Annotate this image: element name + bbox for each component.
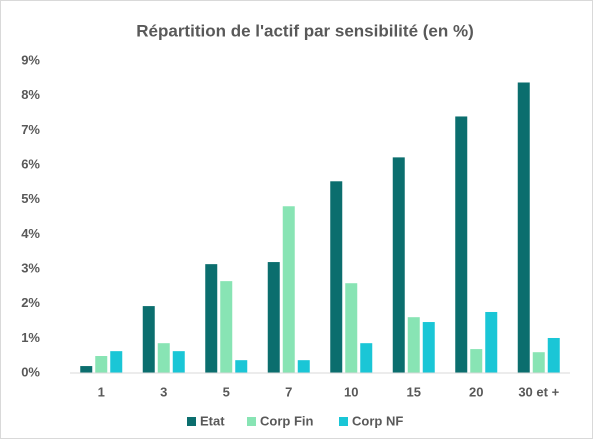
legend-swatch <box>247 417 256 426</box>
y-tick-label: 7% <box>21 122 40 137</box>
legend-label: Corp NF <box>352 413 403 428</box>
y-tick-label: 2% <box>21 295 40 310</box>
x-tick-label: 7 <box>285 384 292 399</box>
bar <box>110 351 123 373</box>
bar <box>95 356 108 373</box>
legend-swatch <box>339 417 348 426</box>
legend-label: Etat <box>200 413 225 428</box>
bar <box>345 283 358 373</box>
x-tick-label: 1 <box>98 384 105 399</box>
y-tick-label: 0% <box>21 364 40 379</box>
x-tick-label: 3 <box>160 384 167 399</box>
bar <box>172 351 185 373</box>
bar <box>80 366 93 373</box>
x-tick-label: 10 <box>344 384 358 399</box>
bar <box>330 181 343 373</box>
bar <box>407 317 420 373</box>
chart-title: Répartition de l'actif par sensibilité (… <box>136 21 474 40</box>
y-tick-label: 8% <box>21 87 40 102</box>
y-tick-label: 6% <box>21 156 40 171</box>
y-tick-label: 5% <box>21 191 40 206</box>
bar <box>282 206 295 373</box>
legend-swatch <box>187 417 196 426</box>
y-tick-label: 3% <box>21 260 40 275</box>
y-tick-label: 1% <box>21 330 40 345</box>
bar <box>547 337 560 373</box>
x-tick-label: 15 <box>407 384 421 399</box>
bar <box>422 322 435 373</box>
bar <box>297 360 310 373</box>
legend-label: Corp Fin <box>260 413 313 428</box>
bar <box>392 157 405 373</box>
bar <box>220 281 233 373</box>
bar <box>142 306 155 373</box>
bar <box>455 116 468 373</box>
x-tick-label: 5 <box>223 384 230 399</box>
bar <box>485 311 498 373</box>
y-tick-label: 9% <box>21 52 40 67</box>
bar <box>360 343 373 373</box>
bar <box>532 352 545 373</box>
x-tick-label: 20 <box>469 384 483 399</box>
bar <box>267 262 280 373</box>
y-tick-label: 4% <box>21 226 40 241</box>
bar <box>205 264 218 373</box>
bar <box>235 360 248 373</box>
bar <box>517 82 530 373</box>
bar <box>470 349 483 373</box>
x-tick-label: 30 et + <box>518 384 559 399</box>
bar <box>157 343 170 373</box>
